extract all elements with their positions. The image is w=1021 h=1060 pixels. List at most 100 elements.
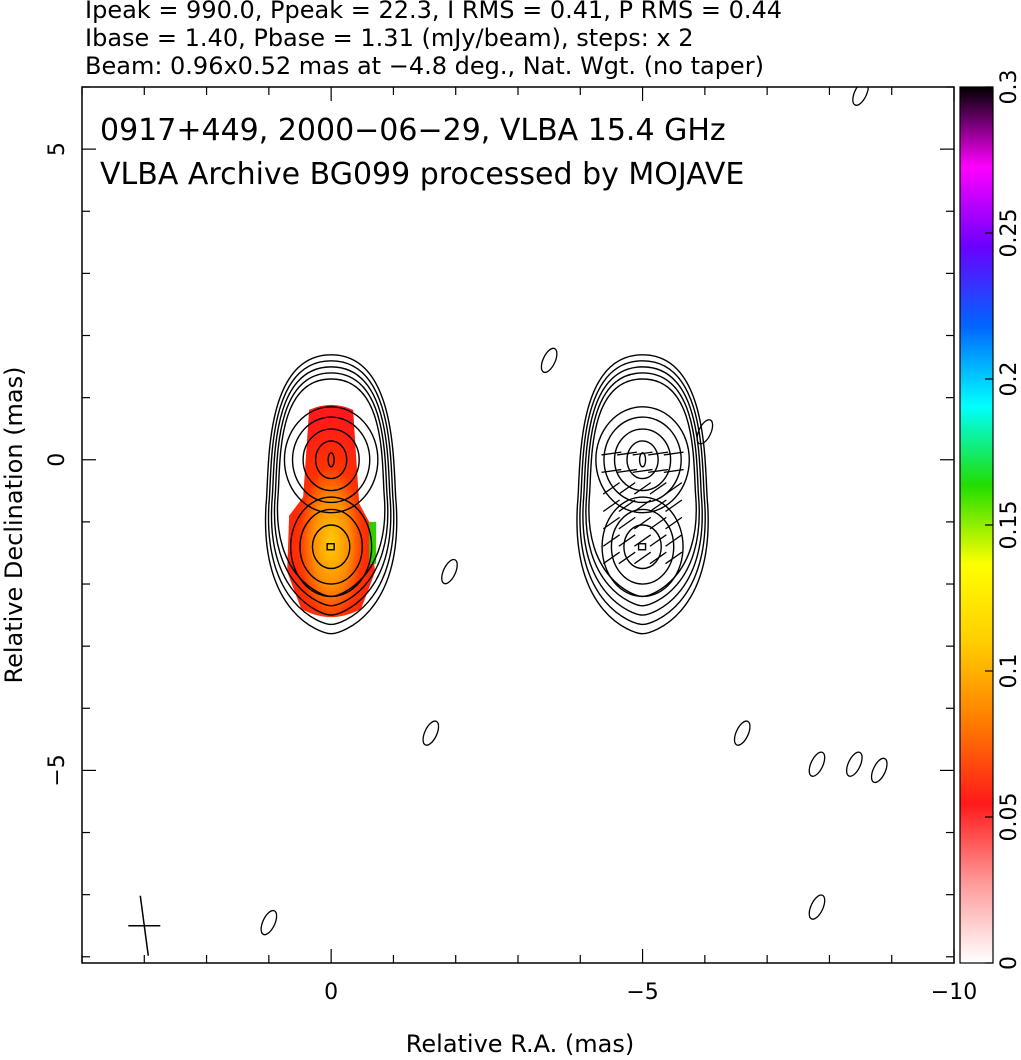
right-source-core-contour: [595, 406, 690, 514]
evpa-tick: [602, 551, 620, 565]
colorbar-tick-label: 0.3: [997, 70, 1021, 105]
noise-island: [733, 720, 751, 746]
evpa-tick: [649, 499, 667, 513]
x-tick-label: −5: [626, 980, 658, 1005]
right-source-outer-contour: [579, 360, 706, 626]
evpa-tick: [618, 551, 636, 565]
right-source-contours: [576, 354, 709, 635]
evpa-tick: [618, 516, 636, 530]
evpa-ticks: [601, 451, 684, 565]
evpa-tick: [618, 482, 636, 495]
evpa-tick: [649, 516, 667, 530]
colorbar-tick-label: 0.1: [997, 654, 1021, 689]
colorbar-tick-label: 0.15: [997, 501, 1021, 550]
left-source-core-peak: [327, 452, 335, 468]
noise-island: [808, 751, 826, 777]
colorbar-tick-label: 0.2: [997, 362, 1021, 397]
noise-island: [260, 909, 278, 936]
evpa-tick: [632, 468, 653, 473]
left-source-outer-contour: [270, 366, 392, 616]
left-source-knot-contour: [311, 524, 351, 570]
evpa-tick: [663, 451, 684, 456]
evpa-tick: [665, 551, 683, 565]
left-source-core-contour: [283, 406, 379, 514]
header-line-3: Beam: 0.96x0.52 mas at −4.8 deg., Nat. W…: [85, 52, 764, 80]
noise-island: [845, 751, 863, 777]
left-source-knot-contour: [299, 508, 363, 585]
evpa-tick: [665, 499, 683, 513]
colorbar: 0 0.05 0.1 0.15 0.2 0.25 0.3: [959, 70, 1021, 970]
evpa-tick: [632, 451, 653, 456]
header-line-2: Ibase = 1.40, Pbase = 1.31 (mJy/beam), s…: [85, 24, 694, 52]
x-tick-label: 0: [324, 980, 338, 1005]
plot-body: [128, 87, 888, 956]
beam-marker: [128, 895, 161, 956]
colorbar-tick-label: 0: [997, 956, 1021, 970]
evpa-tick: [618, 499, 636, 513]
header-line-1: Ipeak = 990.0, Ppeak = 22.3, I RMS = 0.4…: [85, 0, 782, 24]
chart-subtitle: VLBA Archive BG099 processed by MOJAVE: [100, 157, 744, 192]
evpa-tick: [648, 451, 669, 456]
evpa-tick: [649, 551, 667, 565]
fractional-polarization-region: [287, 404, 376, 618]
evpa-tick: [601, 468, 622, 473]
evpa-tick: [634, 551, 652, 565]
evpa-tick: [665, 534, 683, 547]
x-axis-label: Relative R.A. (mas): [406, 1030, 634, 1058]
y-tick-label: 5: [45, 142, 70, 156]
right-source-core-contour: [626, 440, 659, 480]
left-source-knot-peak: [326, 543, 335, 551]
evpa-tick: [617, 468, 637, 473]
polarization-high-pixel: [369, 521, 377, 564]
evpa-tick: [602, 516, 620, 530]
y-axis-label: Relative Declination (mas): [0, 366, 28, 683]
left-source-outer-contour: [273, 372, 389, 607]
noise-island: [540, 347, 558, 374]
evpa-tick: [618, 534, 636, 547]
evpa-tick: [634, 516, 652, 530]
y-tick-label: −5: [45, 754, 70, 786]
left-source-core-contour: [291, 416, 371, 504]
noise-island: [422, 720, 440, 746]
right-source-knot-contour: [623, 524, 662, 570]
evpa-tick: [602, 534, 620, 547]
evpa-tick: [634, 482, 652, 495]
evpa-tick: [665, 482, 683, 495]
noise-island: [696, 419, 714, 445]
right-source-core-contour: [603, 416, 682, 504]
plot-frame: [81, 86, 955, 964]
noise-island: [870, 757, 888, 784]
evpa-tick: [665, 516, 683, 530]
right-source-knot-peak: [637, 543, 647, 551]
colorbar-tick-label: 0.05: [997, 793, 1021, 842]
right-source-outer-contour: [582, 366, 703, 616]
evpa-tick: [601, 451, 622, 456]
x-tick-label: −10: [931, 980, 977, 1005]
evpa-tick: [634, 499, 652, 513]
evpa-tick: [602, 499, 620, 513]
noise-island: [808, 894, 826, 920]
noise-contours: [260, 87, 888, 936]
axis-ticks: 0 −5 −10 5 0 −5: [45, 86, 977, 1005]
left-source-outer-contour: [267, 360, 395, 626]
left-source-contours: [264, 354, 398, 635]
noise-island: [441, 558, 458, 585]
evpa-tick: [634, 534, 652, 547]
left-source-outer-contour: [276, 378, 386, 598]
chart-title: 0917+449, 2000−06−29, VLBA 15.4 GHz: [100, 113, 726, 148]
evpa-tick: [602, 482, 620, 495]
left-source-core-contour: [314, 440, 348, 480]
evpa-tick: [648, 468, 669, 473]
right-source-core-peak: [638, 452, 647, 468]
noise-island: [852, 87, 869, 106]
evpa-tick: [617, 451, 637, 456]
y-tick-label: 0: [45, 453, 70, 467]
left-source-outer-contour: [264, 354, 398, 635]
colorbar-tick-label: 0.25: [997, 209, 1021, 258]
evpa-tick: [649, 482, 667, 495]
right-source-outer-contour: [576, 354, 709, 635]
right-source-core-contour: [613, 428, 672, 492]
evpa-tick: [663, 468, 684, 473]
evpa-tick: [649, 534, 667, 547]
